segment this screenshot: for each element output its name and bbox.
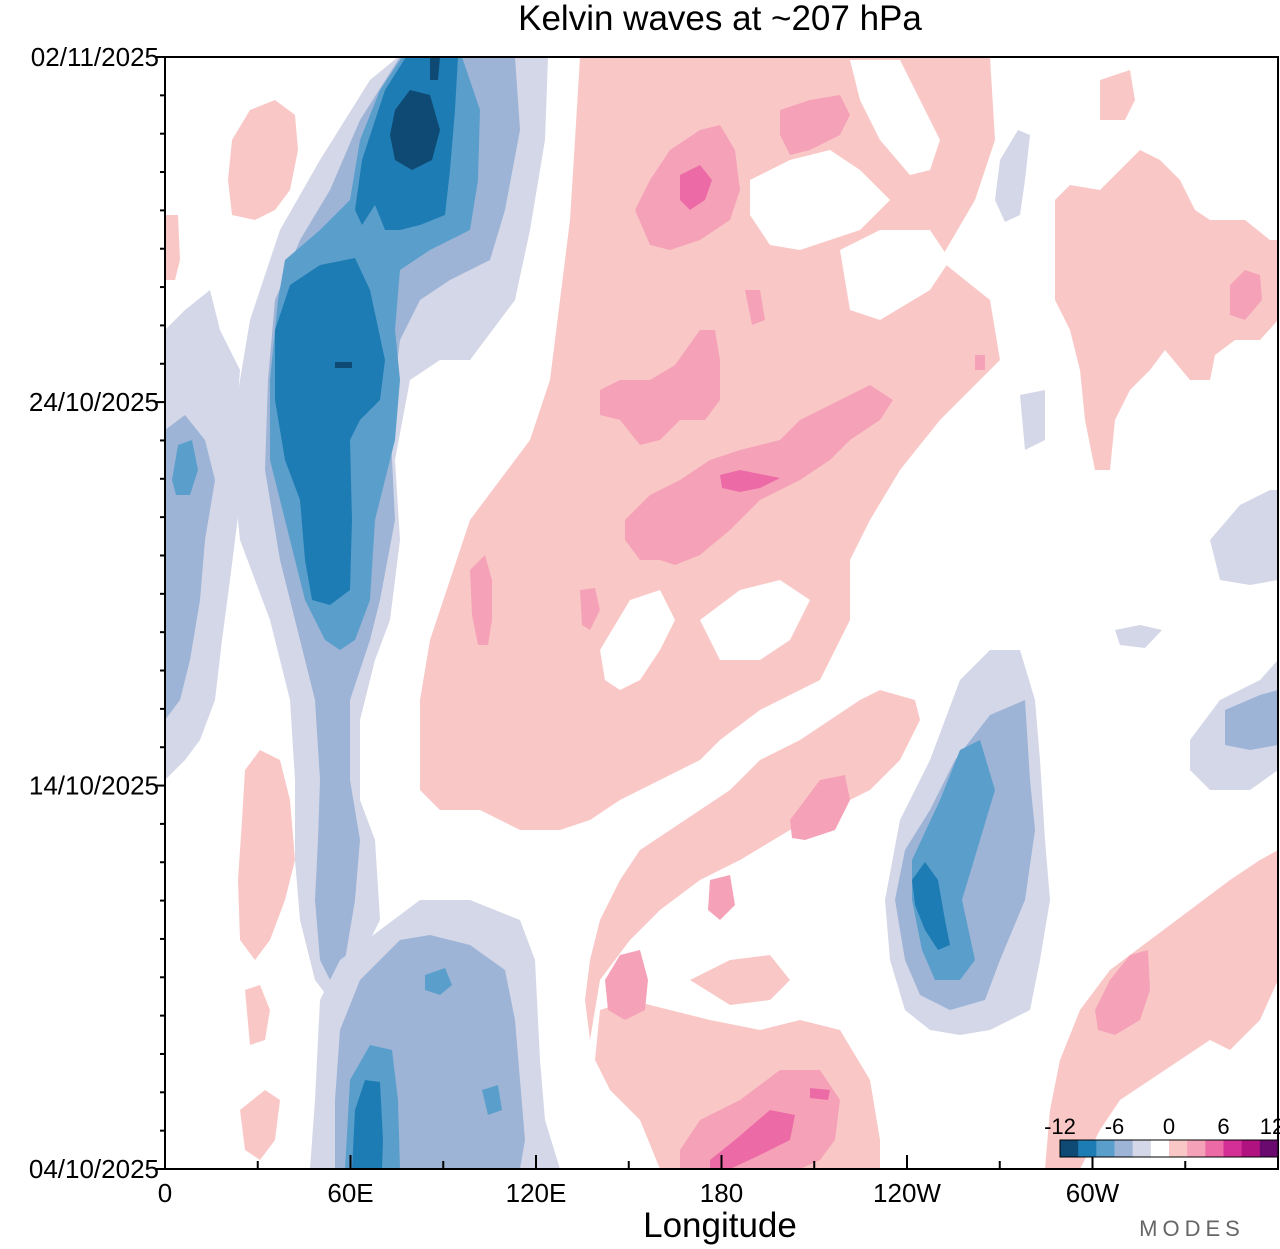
chart-title: Kelvin waves at ~207 hPa [518,0,922,38]
pos-hole-5 [700,580,810,660]
colorbar-swatch [1259,1140,1279,1157]
x-tick-label: 0 [158,1178,172,1208]
contour-fills [165,57,1278,1169]
neg-level-8 [275,57,458,605]
colorbar-swatch [1114,1140,1134,1157]
pos-lm-6 [710,1088,830,1169]
colorbar-swatch [1150,1140,1170,1157]
pos-lm-4 [605,775,850,1169]
colorbar-tick-label: -12 [1044,1114,1076,1139]
colorbar-swatch [1187,1140,1206,1157]
neg-low-8 [352,1080,383,1169]
x-tick-label: 60W [1066,1178,1120,1208]
pos-ue-2 [1055,70,1278,470]
pos-ue-4 [1230,270,1262,320]
neg-far-2 [1020,390,1278,790]
colorbar-frame [1059,1139,1279,1158]
x-tick-label: 120E [506,1178,567,1208]
neg-left-6 [172,440,198,495]
colorbar-swatch [1060,1140,1079,1157]
pos-le-2 [1045,850,1278,1169]
colorbar-swatch [1096,1140,1115,1157]
pos-ll-2 [238,750,295,1160]
x-tick-label: 60E [327,1178,373,1208]
neg-east-8 [912,862,950,950]
colorbar-tick-label: 12 [1260,1114,1280,1139]
x-tick-label: 120W [873,1178,941,1208]
y-tick-label: 14/10/2025 [29,771,159,801]
watermark: MODES [1139,1216,1245,1241]
colorbar-swatch [1223,1140,1243,1157]
x-axis: 0 60E 120E 180 120W 60W [158,1155,1187,1208]
neg-low-6 [345,968,502,1169]
colorbar-swatch [1205,1140,1224,1157]
pos-hole-1 [750,150,890,250]
neg-far-4 [1225,690,1278,750]
pos-ul-2 [165,100,298,280]
pos-lm-2 [585,690,920,1169]
pos-level-6 [680,165,780,492]
colorbar-tick-label: 6 [1217,1114,1229,1139]
y-tick-label: 04/10/2025 [29,1154,159,1184]
colorbar-swatch [1078,1140,1097,1157]
y-axis: 02/11/2025 24/10/2025 14/10/2025 04/10/2025 [29,42,165,1184]
pos-hole-2 [850,60,940,175]
pos-hole-3 [600,590,675,690]
x-axis-label: Longitude [643,1206,797,1245]
y-tick-label: 02/11/2025 [31,42,159,72]
colorbar-swatch [1169,1140,1188,1157]
neg-east-2b [995,130,1030,222]
neg-level-10 [335,57,440,368]
y-tick-label: 24/10/2025 [29,387,159,417]
colorbar-swatch [1132,1140,1152,1157]
colorbar-swatch [1241,1140,1261,1157]
colorbar-tick-label: 0 [1163,1114,1175,1139]
colorbar: -12 -6 0 6 12 [1044,1114,1280,1158]
pos-hole-4 [840,230,950,320]
colorbar-tick-label: -6 [1105,1114,1125,1139]
pos-le-4 [1095,950,1150,1035]
x-tick-label: 180 [700,1178,743,1208]
pos-level-4 [470,95,985,645]
